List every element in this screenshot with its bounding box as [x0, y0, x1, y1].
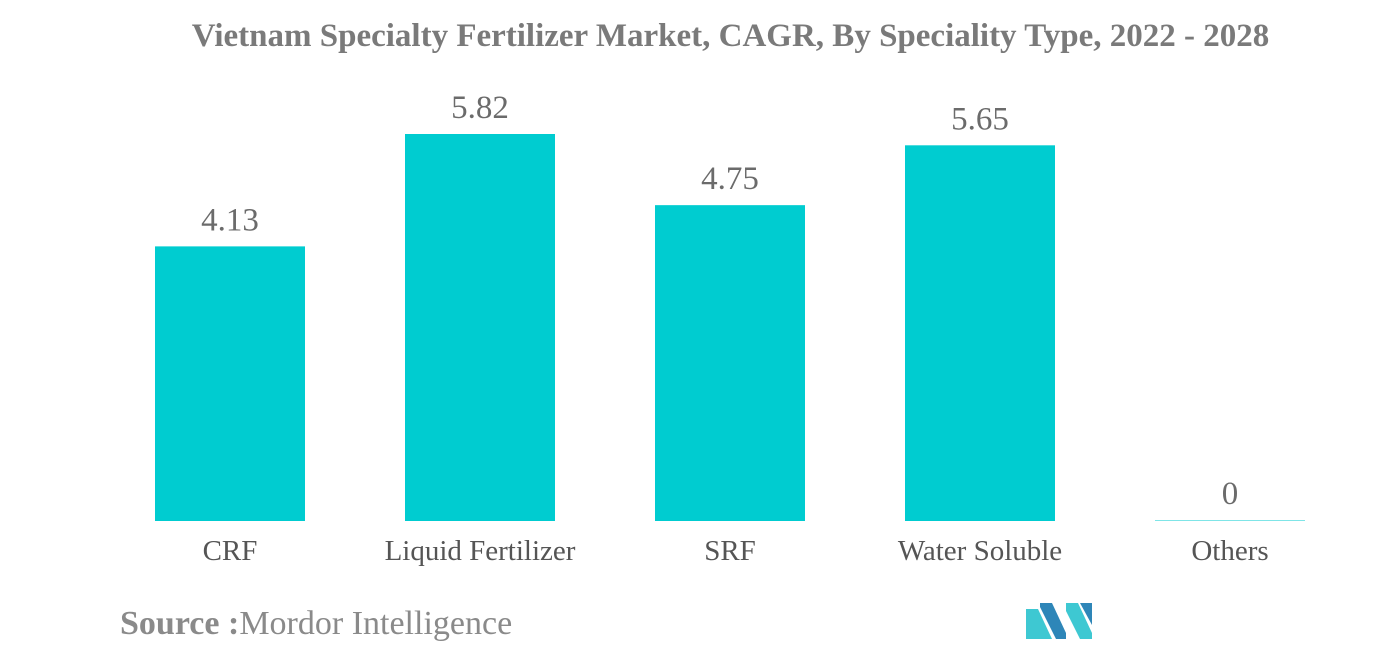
bar-liquid-fertilizer	[405, 134, 555, 521]
bars-layer	[155, 134, 1305, 522]
logo-shape-left	[1026, 609, 1052, 639]
bar-crf	[155, 246, 305, 521]
logo-shape-far-right	[1080, 603, 1092, 625]
mordor-intelligence-logo-icon	[1026, 603, 1092, 639]
bar-water-soluble	[905, 145, 1055, 521]
source-line: Source :Mordor Intelligence	[120, 605, 512, 643]
value-label-srf: 4.75	[701, 161, 759, 197]
category-label-liquid-fertilizer: Liquid Fertilizer	[385, 535, 576, 567]
category-label-srf: SRF	[704, 535, 756, 567]
bar-chart: 4.13 5.82 4.75 5.65 0 CRF Liquid Fertilizer SR…	[155, 90, 1305, 567]
category-label-crf: CRF	[203, 535, 258, 567]
source-label: Source :	[120, 605, 240, 642]
value-labels-layer: 4.13 5.82 4.75 5.65 0	[201, 90, 1238, 512]
category-labels-layer: CRF Liquid Fertilizer SRF Water Soluble Othe…	[203, 535, 1269, 567]
value-label-liquid-fertilizer: 5.82	[451, 90, 509, 126]
category-label-water-soluble: Water Soluble	[898, 535, 1062, 567]
source-text: Mordor Intelligence	[239, 605, 513, 642]
category-label-others: Others	[1191, 535, 1268, 567]
logo-shape-middle	[1040, 603, 1066, 639]
bar-others	[1155, 520, 1305, 521]
value-label-others: 0	[1222, 476, 1239, 512]
logo-shape-right	[1066, 603, 1092, 639]
bar-srf	[655, 205, 805, 522]
chart-title: Vietnam Specialty Fertilizer Market, CAG…	[191, 18, 1270, 54]
value-label-water-soluble: 5.65	[951, 101, 1009, 137]
value-label-crf: 4.13	[201, 202, 259, 238]
